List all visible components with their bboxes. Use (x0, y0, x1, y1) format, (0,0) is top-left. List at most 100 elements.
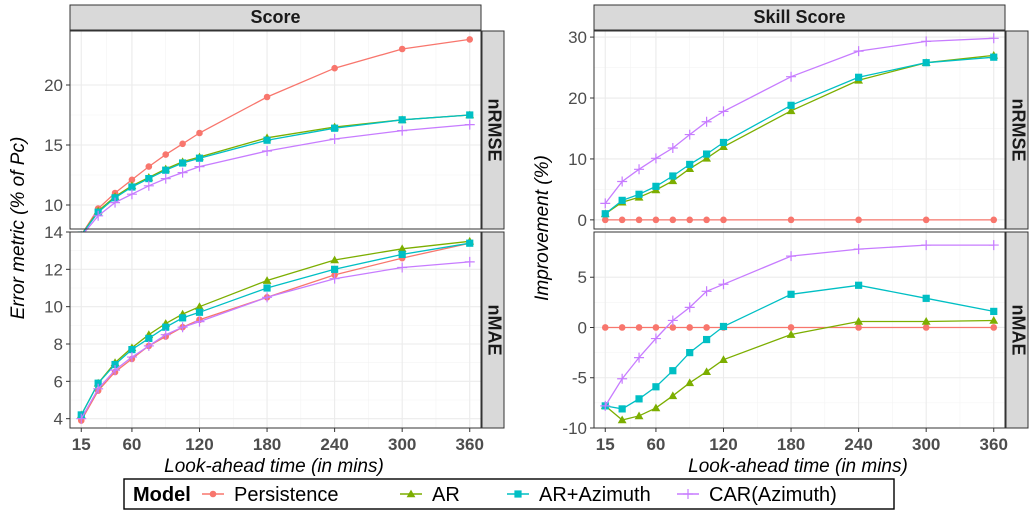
panel-4: -10 -5 0 5 15 60 120 180 240 300 360 (562, 231, 1008, 454)
y-tick-label: 20 (568, 89, 587, 108)
data-point (331, 124, 339, 132)
facet-strip-row (1005, 30, 1029, 230)
series-ar-azimuth (601, 53, 998, 218)
x-tick-label: 360 (456, 435, 484, 454)
data-point (618, 405, 626, 413)
data-point (194, 316, 205, 327)
data-point (466, 111, 474, 119)
data-point (686, 349, 694, 357)
legend-entry-label: CAR(Azimuth) (709, 484, 837, 506)
series-line (80, 242, 470, 421)
data-point (195, 308, 204, 316)
data-point (703, 216, 710, 224)
panel-3: 0 10 20 30 (568, 28, 1006, 230)
series-line (604, 37, 994, 204)
data-point (128, 346, 136, 354)
x-tick-label: 15 (72, 435, 91, 454)
data-point (921, 240, 932, 251)
legend-entry-ar-azimuth: AR+Azimuth (507, 484, 651, 506)
data-point (262, 146, 273, 156)
data-point (686, 216, 694, 224)
data-point (719, 355, 728, 363)
x-tick-label: 180 (253, 435, 281, 454)
data-point (990, 216, 998, 224)
legend: Model Persistence AR AR+Azimuth CAR(Azimuth… (123, 478, 895, 510)
data-point (262, 292, 273, 303)
data-point (93, 383, 104, 394)
data-point (111, 360, 119, 369)
data-point (263, 284, 271, 292)
legend-entry-label: AR+Azimuth (539, 484, 651, 506)
data-point (718, 279, 729, 290)
data-point (635, 190, 643, 198)
data-point (685, 378, 695, 387)
facet-strip-label: Score (250, 7, 300, 27)
data-point (787, 101, 795, 109)
x-axis-title-left: Look-ahead time (in mins) (164, 456, 384, 477)
data-point (162, 166, 170, 174)
data-point (650, 153, 661, 164)
series-car-azimuth- (600, 33, 999, 209)
data-point (94, 379, 102, 387)
data-point (195, 154, 204, 162)
y-tick-label: 14 (44, 223, 63, 242)
data-point (686, 160, 694, 169)
data-point (145, 175, 153, 183)
panel-border (69, 231, 482, 429)
y-tick-label: 0 (578, 211, 587, 230)
data-point (652, 324, 660, 331)
data-point (669, 324, 677, 331)
y-tick-label: 10 (568, 150, 587, 169)
facet-strip-column (593, 4, 1006, 31)
series-car-azimuth- (76, 256, 475, 424)
x-tick-label: 360 (980, 435, 1008, 454)
legend-entry-ar: AR (400, 484, 460, 506)
legend-entry-label: Persistence (234, 484, 339, 506)
data-point (195, 302, 204, 310)
data-point (179, 140, 186, 148)
data-point (618, 216, 626, 224)
data-point (989, 316, 999, 324)
y-tick-label: -10 (562, 419, 587, 438)
panel-border (69, 30, 482, 230)
data-point (988, 33, 999, 44)
data-point (702, 367, 712, 376)
panel-background (594, 31, 1005, 229)
data-point (703, 150, 711, 158)
data-point (668, 176, 678, 185)
x-axis-title-right: Look-ahead time (in mins) (688, 456, 908, 477)
legend-entry-persistence: Persistence (202, 484, 339, 506)
data-point (145, 163, 153, 170)
data-point (618, 196, 626, 204)
legend-key-marker (683, 489, 693, 499)
x-tick-label: 240 (844, 435, 872, 454)
data-point (701, 116, 712, 127)
data-point (703, 335, 711, 344)
data-point (990, 53, 998, 61)
x-tick-label: 300 (912, 435, 940, 454)
data-point (922, 216, 930, 224)
data-point (93, 210, 104, 221)
data-point (464, 119, 475, 130)
data-point (618, 324, 626, 331)
legend-entry-label: AR (432, 484, 460, 506)
panel-2: 4 6 8 10 12 14 15 60 120 180 240 300 360 (44, 223, 484, 454)
facet-strip-row (481, 30, 505, 230)
facet-strip-row (1005, 231, 1029, 429)
series-car-azimuth- (76, 119, 475, 242)
data-point (600, 198, 611, 209)
x-tick-label: 120 (709, 435, 737, 454)
data-point (617, 415, 627, 424)
y-tick-label: 6 (54, 372, 63, 391)
data-point (922, 59, 930, 67)
y-tick-label: 20 (44, 76, 63, 95)
data-point (617, 176, 628, 187)
data-point (786, 71, 797, 82)
data-point (990, 307, 998, 316)
data-point (397, 244, 407, 253)
data-point (634, 164, 645, 175)
panel-border (593, 231, 1006, 429)
data-point (601, 216, 609, 224)
data-point (703, 324, 710, 331)
